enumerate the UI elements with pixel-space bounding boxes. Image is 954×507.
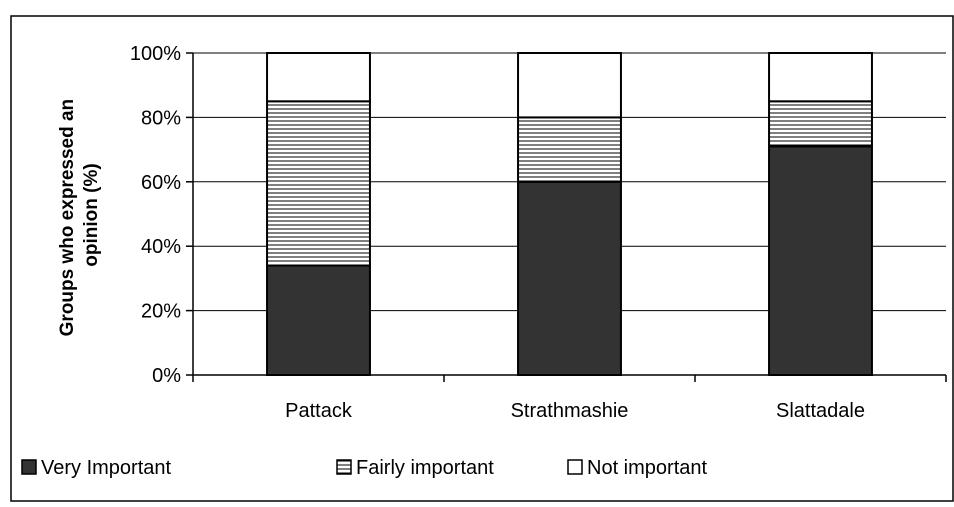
- x-category-label: Slattadale: [776, 400, 865, 422]
- chart-frame: [10, 15, 954, 502]
- legend-swatch: [567, 459, 583, 475]
- bar-segment: [266, 52, 371, 103]
- bar-segment: [266, 264, 371, 376]
- y-axis-label-line-1: Groups who expressed an: [57, 99, 78, 337]
- legend-label: Fairly important: [356, 457, 494, 479]
- x-category-label: Pattack: [285, 400, 353, 422]
- legend: Very Important Fairly important Not import…: [21, 457, 707, 479]
- y-tick-labels: 0% 20% 40% 60% 80% 100%: [130, 43, 181, 387]
- bar-segment: [517, 180, 622, 376]
- y-tick-label: 0%: [152, 365, 181, 387]
- legend-label: Very Important: [41, 457, 172, 479]
- y-tick-label: 60%: [141, 172, 181, 194]
- bars: [266, 52, 873, 376]
- bar-segment: [768, 145, 873, 376]
- bar-segment: [768, 52, 873, 103]
- y-tick-label: 20%: [141, 301, 181, 323]
- bar-segment: [768, 100, 873, 148]
- y-tick-label: 80%: [141, 107, 181, 129]
- y-axis-label-line-2: opinion (%): [81, 163, 102, 266]
- bar-segment: [517, 116, 622, 183]
- y-axis-label: Groups who expressed an opinion (%): [57, 94, 102, 337]
- bar-segment: [266, 100, 371, 267]
- legend-swatch: [21, 459, 37, 475]
- x-category-label: Strathmashie: [511, 400, 629, 422]
- category-labels: Pattack Strathmashie Slattadale: [285, 400, 865, 422]
- y-tick-label: 100%: [130, 43, 181, 65]
- legend-swatch: [336, 459, 352, 475]
- legend-label: Not important: [587, 457, 707, 479]
- y-tick-label: 40%: [141, 236, 181, 258]
- bar-segment: [517, 52, 622, 119]
